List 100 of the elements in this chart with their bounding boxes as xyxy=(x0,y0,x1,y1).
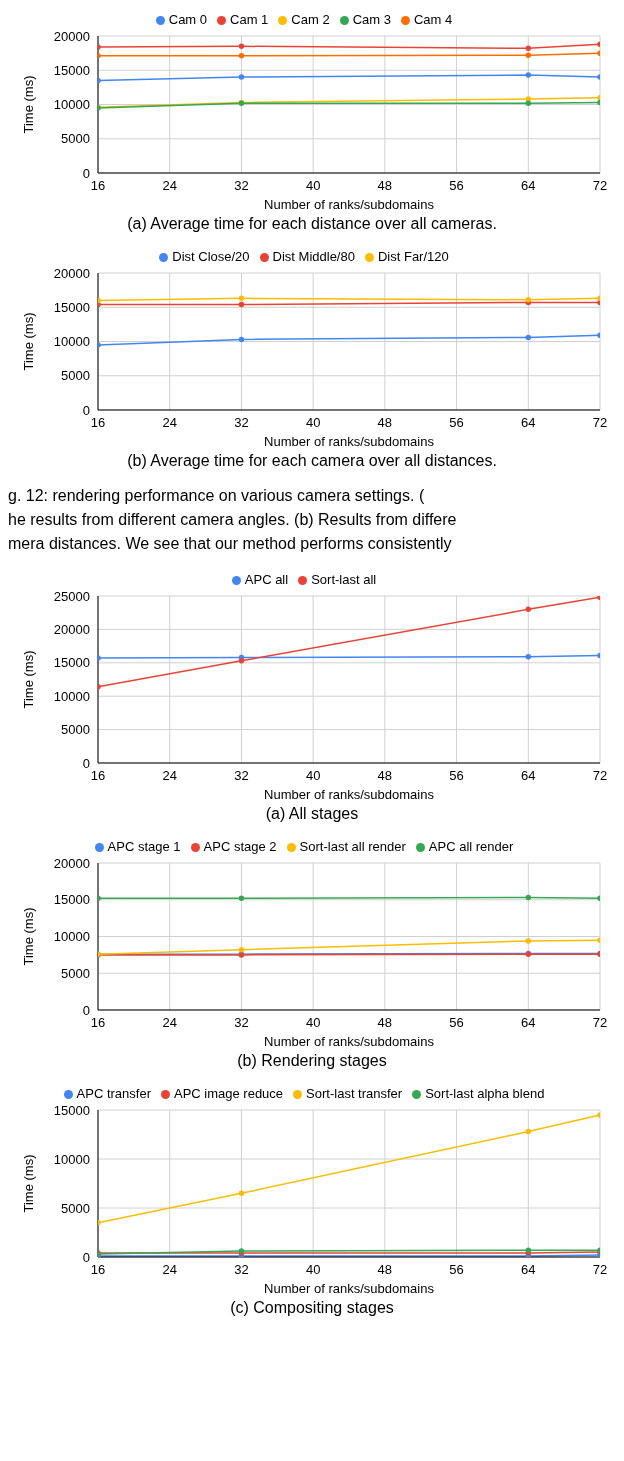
y-tick-label: 20000 xyxy=(53,855,90,871)
x-tick-label: 56 xyxy=(449,178,464,194)
legend-label: Cam 2 xyxy=(291,12,330,27)
legend-label: Sort-last all xyxy=(311,572,377,587)
x-tick-label: 56 xyxy=(449,1015,464,1031)
x-tick-label: 48 xyxy=(377,415,393,431)
x-tick-label: 24 xyxy=(162,768,177,784)
legend-label: Cam 1 xyxy=(230,12,269,27)
x-tick-label: 32 xyxy=(234,415,249,431)
y-tick-label: 20000 xyxy=(53,622,90,638)
x-tick-label: 40 xyxy=(305,178,321,194)
x-axis-title: Number of ranks/subdomains xyxy=(264,434,435,449)
x-tick-label: 16 xyxy=(90,415,106,431)
x-tick-label: 64 xyxy=(521,1262,536,1278)
y-axis-title: Time (ms) xyxy=(20,1154,36,1213)
legend-label: APC transfer xyxy=(76,1086,151,1101)
x-tick-label: 16 xyxy=(90,768,106,784)
x-axis-title: Number of ranks/subdomains xyxy=(264,197,435,212)
y-tick-label: 0 xyxy=(82,402,90,418)
y-axis-title: Time (ms) xyxy=(20,312,36,371)
x-tick-label: 72 xyxy=(592,768,608,784)
text: he results from different camera angles. (b) Results from differe xyxy=(8,510,458,530)
legend-label: Sort-last transfer xyxy=(306,1086,403,1101)
y-tick-label: 15000 xyxy=(53,655,90,671)
y-tick-label: 15000 xyxy=(53,62,90,78)
text: mera distances. We see that our method performs consistently xyxy=(8,534,453,554)
y-tick-label: 5000 xyxy=(61,722,90,738)
x-tick-label: 24 xyxy=(162,1262,177,1278)
x-tick-label: 72 xyxy=(592,1015,608,1031)
x-tick-label: 16 xyxy=(90,178,106,194)
x-tick-label: 48 xyxy=(377,768,393,784)
x-tick-label: 24 xyxy=(162,178,177,194)
x-tick-label: 72 xyxy=(592,1262,608,1278)
x-axis-title: Number of ranks/subdomains xyxy=(264,787,435,802)
y-tick-label: 10000 xyxy=(53,929,90,945)
y-tick-label: 0 xyxy=(82,1002,90,1018)
x-tick-label: 64 xyxy=(521,768,536,784)
x-tick-label: 64 xyxy=(521,1015,536,1031)
x-tick-label: 40 xyxy=(305,1262,321,1278)
legend-label: APC stage 1 xyxy=(107,839,181,854)
y-tick-label: 5000 xyxy=(61,965,90,981)
y-tick-label: 10000 xyxy=(53,688,90,704)
y-tick-label: 10000 xyxy=(53,334,90,350)
y-tick-label: 20000 xyxy=(53,265,90,281)
text: g. 12: rendering performance on various camera settings. ( xyxy=(8,486,426,506)
y-tick-label: 5000 xyxy=(61,131,90,147)
x-tick-label: 48 xyxy=(377,1262,393,1278)
legend-label: APC stage 2 xyxy=(203,839,277,854)
y-tick-label: 25000 xyxy=(53,588,90,604)
y-tick-label: 20000 xyxy=(53,28,90,44)
x-tick-label: 24 xyxy=(162,415,177,431)
legend-label: Sort-last alpha blend xyxy=(425,1086,545,1101)
x-tick-label: 40 xyxy=(305,1015,321,1031)
y-tick-label: 0 xyxy=(82,1249,90,1265)
x-axis-title: Number of ranks/subdomains xyxy=(264,1034,435,1049)
legend-label: Cam 3 xyxy=(352,12,391,27)
text: (b) Rendering stages xyxy=(236,1052,388,1070)
text: (b) Average time for each camera over all distances. xyxy=(126,452,498,470)
x-tick-label: 16 xyxy=(90,1015,106,1031)
x-tick-label: 48 xyxy=(377,178,393,194)
legend-label: Sort-last all render xyxy=(299,839,406,854)
text: (c) Compositing stages xyxy=(229,1299,395,1317)
x-axis-title: Number of ranks/subdomains xyxy=(264,1281,435,1296)
y-tick-label: 10000 xyxy=(53,97,90,113)
x-tick-label: 48 xyxy=(377,1015,393,1031)
x-tick-label: 40 xyxy=(305,768,321,784)
x-tick-label: 72 xyxy=(592,415,608,431)
y-tick-label: 15000 xyxy=(53,1102,90,1118)
text: (a) All stages xyxy=(264,805,360,823)
y-tick-label: 0 xyxy=(82,755,90,771)
x-tick-label: 56 xyxy=(449,415,464,431)
x-tick-label: 32 xyxy=(234,178,249,194)
x-tick-label: 56 xyxy=(449,768,464,784)
legend-label: Dist Close/20 xyxy=(172,249,250,264)
y-tick-label: 5000 xyxy=(61,368,90,384)
y-axis-title: Time (ms) xyxy=(20,650,36,709)
legend-label: Dist Middle/80 xyxy=(272,249,355,264)
x-tick-label: 32 xyxy=(234,768,249,784)
y-tick-label: 0 xyxy=(82,165,90,181)
text: (a) Average time for each distance over all cameras. xyxy=(126,215,498,233)
legend-label: Cam 0 xyxy=(168,12,208,27)
x-tick-label: 72 xyxy=(592,178,608,194)
legend-label: APC all render xyxy=(428,839,514,854)
x-tick-label: 64 xyxy=(521,415,536,431)
x-tick-label: 32 xyxy=(234,1015,249,1031)
x-tick-label: 16 xyxy=(90,1262,106,1278)
x-tick-label: 40 xyxy=(305,415,321,431)
legend-label: Cam 4 xyxy=(413,12,453,27)
y-tick-label: 15000 xyxy=(53,892,90,908)
x-tick-label: 32 xyxy=(234,1262,249,1278)
y-axis-title: Time (ms) xyxy=(20,75,36,134)
legend-label: APC all xyxy=(244,572,289,587)
y-tick-label: 10000 xyxy=(53,1151,90,1167)
y-axis-title: Time (ms) xyxy=(20,907,36,966)
x-tick-label: 24 xyxy=(162,1015,177,1031)
x-tick-label: 64 xyxy=(521,178,536,194)
legend-label: APC image reduce xyxy=(173,1086,284,1101)
x-tick-label: 56 xyxy=(449,1262,464,1278)
legend-label: Dist Far/120 xyxy=(377,249,449,264)
y-tick-label: 15000 xyxy=(53,299,90,315)
